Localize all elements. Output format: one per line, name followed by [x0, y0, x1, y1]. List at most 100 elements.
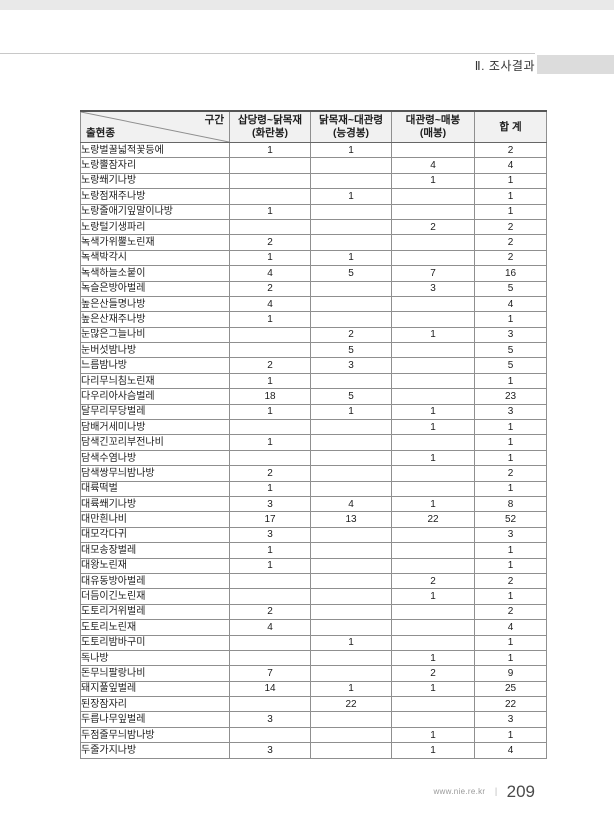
table-row: 녹색가위뿔노린재 2 2 — [80, 234, 547, 251]
count-cell — [391, 188, 475, 205]
count-cell — [391, 311, 475, 328]
count-cell — [229, 342, 311, 359]
table-row: 담색수염나방 1 1 — [80, 449, 547, 467]
count-cell: 1 — [229, 311, 311, 328]
count-cell: 1 — [391, 172, 475, 190]
count-cell — [229, 572, 311, 590]
species-name-cell: 다우리아사슴벌레 — [80, 388, 230, 405]
count-cell: 1 — [310, 680, 392, 698]
count-cell — [310, 311, 392, 328]
count-cell: 1 — [474, 634, 547, 651]
count-cell: 1 — [229, 403, 311, 421]
species-name-cell: 달무리무당벌레 — [80, 403, 230, 421]
table-row: 노랑털기생파리 2 2 — [80, 218, 547, 236]
column-header-line: 합 계 — [499, 120, 522, 133]
count-cell: 1 — [474, 588, 547, 605]
count-cell: 3 — [229, 742, 311, 759]
species-name-cell: 대만흰나비 — [80, 511, 230, 528]
species-name-cell: 대모각다귀 — [80, 526, 230, 544]
count-cell: 22 — [391, 511, 475, 528]
count-cell — [310, 726, 392, 744]
count-cell: 1 — [474, 311, 547, 328]
count-cell: 13 — [310, 511, 392, 528]
column-header-line: (능경봉) — [333, 127, 369, 139]
count-cell: 2 — [474, 218, 547, 236]
count-cell: 1 — [310, 249, 392, 267]
table-row: 눈많은그늘나비 2 1 3 — [80, 326, 547, 344]
count-cell — [229, 188, 311, 205]
count-cell: 9 — [474, 665, 547, 682]
count-cell — [391, 542, 475, 559]
count-cell: 1 — [229, 480, 311, 497]
table-row: 대모송장벌레 1 1 — [80, 542, 547, 559]
count-cell: 2 — [474, 465, 547, 482]
count-cell: 2 — [229, 357, 311, 374]
count-cell: 1 — [391, 403, 475, 421]
count-cell: 1 — [229, 434, 311, 451]
table-header-row: 구간 출현종 삽당령~닭목재 (화란봉) 닭목재~대관령 (능경봉) 대관령~매… — [80, 110, 547, 143]
count-cell: 1 — [391, 742, 475, 759]
count-cell: 23 — [474, 388, 547, 405]
count-cell: 5 — [310, 265, 392, 282]
count-cell: 3 — [229, 495, 311, 513]
count-cell — [310, 419, 392, 436]
count-cell: 1 — [474, 542, 547, 559]
table-row: 두줄가지나방 3 1 4 — [80, 742, 547, 759]
count-cell: 4 — [391, 157, 475, 174]
count-cell: 2 — [474, 603, 547, 621]
count-cell: 7 — [391, 265, 475, 282]
count-cell — [391, 465, 475, 482]
table-row: 노랑점재주나방 1 1 — [80, 188, 547, 205]
table-row: 된장잠자리 22 22 — [80, 696, 547, 713]
count-cell: 1 — [474, 726, 547, 744]
count-cell — [229, 649, 311, 667]
species-name-cell: 녹색하늘소붙이 — [80, 265, 230, 282]
count-cell: 2 — [391, 572, 475, 590]
species-name-cell: 돼지풀잎벌레 — [80, 680, 230, 698]
count-cell — [310, 526, 392, 544]
species-name-cell: 두줄가지나방 — [80, 742, 230, 759]
page-footer: www.nie.re.kr | 209 — [0, 782, 535, 802]
table-row: 노랑벌꿀넓적꽃등에 1 1 2 — [80, 141, 547, 159]
count-cell: 1 — [474, 557, 547, 574]
count-cell — [391, 526, 475, 544]
table-row: 녹슬은방아벌레 2 3 5 — [80, 280, 547, 297]
species-name-cell: 대유동방아벌레 — [80, 572, 230, 590]
count-cell — [229, 696, 311, 713]
species-name-cell: 담색수염나방 — [80, 449, 230, 467]
count-cell — [391, 434, 475, 451]
count-cell: 3 — [474, 711, 547, 728]
species-name-cell: 눈많은그늘나비 — [80, 326, 230, 344]
count-cell — [229, 172, 311, 190]
count-cell — [310, 603, 392, 621]
column-header-line: 대관령~매봉 — [405, 114, 461, 126]
count-cell: 2 — [474, 141, 547, 159]
count-cell: 1 — [391, 680, 475, 698]
table-row: 도토리밤바구미 1 1 — [80, 634, 547, 651]
count-cell: 1 — [391, 449, 475, 467]
count-cell — [391, 696, 475, 713]
count-cell — [310, 480, 392, 497]
header-divider-line — [0, 53, 535, 54]
table-row: 담배거세미나방 1 1 — [80, 419, 547, 436]
count-cell — [310, 588, 392, 605]
count-cell: 1 — [474, 480, 547, 497]
table-row: 녹색하늘소붙이 4 5 7 16 — [80, 265, 547, 282]
column-header-section3: 대관령~매봉 (매봉) — [391, 110, 475, 143]
count-cell: 16 — [474, 265, 547, 282]
table-row: 다리무늬침노린재 1 1 — [80, 372, 547, 390]
count-cell — [391, 711, 475, 728]
top-strip — [0, 0, 614, 10]
header-tab-marker — [537, 55, 614, 74]
count-cell: 4 — [310, 495, 392, 513]
species-name-cell: 더듬이긴노린재 — [80, 588, 230, 605]
species-name-cell: 대모송장벌레 — [80, 542, 230, 559]
count-cell: 1 — [229, 542, 311, 559]
count-cell: 2 — [474, 572, 547, 590]
table-row: 도토리거위벌레 2 2 — [80, 603, 547, 621]
count-cell: 1 — [391, 588, 475, 605]
count-cell: 4 — [229, 619, 311, 636]
diagonal-line — [81, 112, 229, 142]
column-header-line: (화란봉) — [252, 127, 288, 139]
count-cell — [391, 249, 475, 267]
